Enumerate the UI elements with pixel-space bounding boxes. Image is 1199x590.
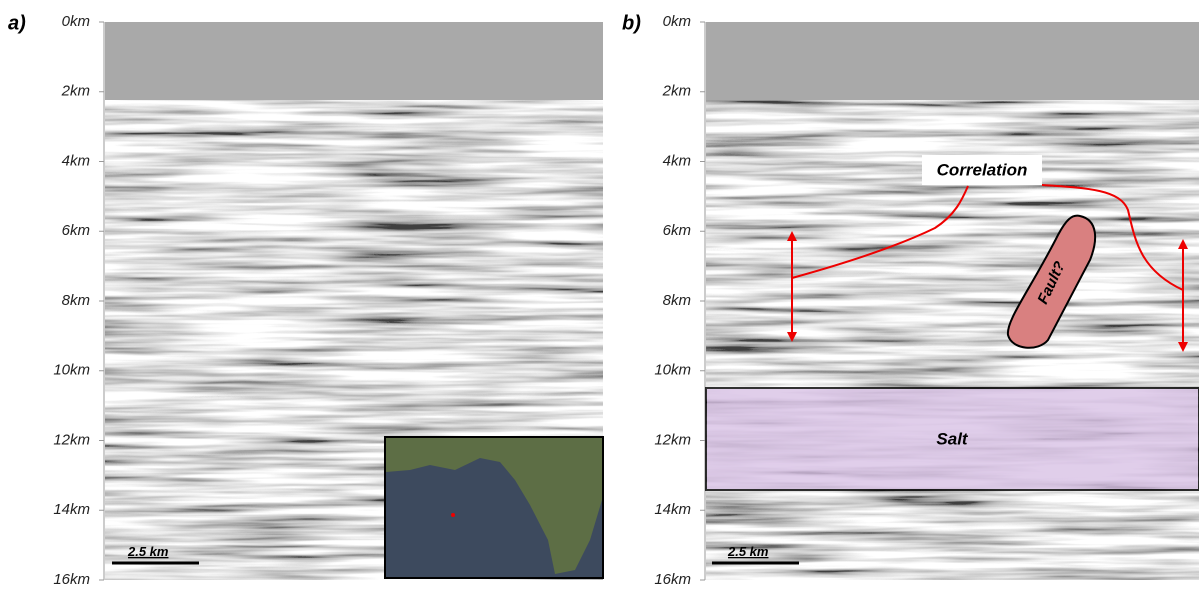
depth-label: 16km bbox=[53, 571, 90, 588]
correlation-label: Correlation bbox=[937, 160, 1028, 179]
panel-a: 2.5 km a) bbox=[8, 12, 604, 580]
panel-b: Salt Correlation Fault? 2.5 km b) bbox=[622, 12, 1199, 580]
fault-zone bbox=[1006, 214, 1097, 349]
depth-label: 14km bbox=[53, 501, 90, 518]
depth-label: 4km bbox=[62, 152, 90, 169]
depth-label: 6km bbox=[62, 222, 90, 239]
depth-label: 10km bbox=[654, 362, 691, 379]
inset-location bbox=[451, 513, 455, 517]
scale-bar-label: 2.5 km bbox=[727, 544, 769, 559]
correlation-line bbox=[1041, 184, 1184, 291]
depth-label: 16km bbox=[654, 571, 691, 588]
panel-label: a) bbox=[8, 12, 26, 34]
depth-label: 8km bbox=[62, 292, 90, 309]
seismic-tone bbox=[706, 22, 1199, 580]
scale-bar-label: 2.5 km bbox=[127, 544, 169, 559]
inset-map bbox=[384, 436, 604, 579]
salt-label: Salt bbox=[936, 429, 969, 448]
depth-label: 0km bbox=[62, 13, 90, 30]
depth-label: 14km bbox=[654, 501, 691, 518]
depth-label: 6km bbox=[663, 222, 691, 239]
correlation-line bbox=[791, 185, 969, 279]
depth-label: 0km bbox=[663, 13, 691, 30]
inset-land bbox=[386, 438, 602, 574]
depth-label: 12km bbox=[654, 431, 691, 448]
correlation-box bbox=[922, 155, 1042, 185]
depth-label: 2km bbox=[662, 83, 691, 100]
water-column bbox=[706, 22, 1199, 100]
depth-label: 4km bbox=[663, 152, 691, 169]
panel-label: b) bbox=[622, 12, 641, 34]
depth-label: 8km bbox=[663, 292, 691, 309]
depth-label: 10km bbox=[53, 362, 90, 379]
depth-label: 12km bbox=[53, 431, 90, 448]
salt-zone bbox=[705, 387, 1199, 491]
water-column bbox=[105, 22, 603, 100]
depth-label: 2km bbox=[61, 83, 90, 100]
